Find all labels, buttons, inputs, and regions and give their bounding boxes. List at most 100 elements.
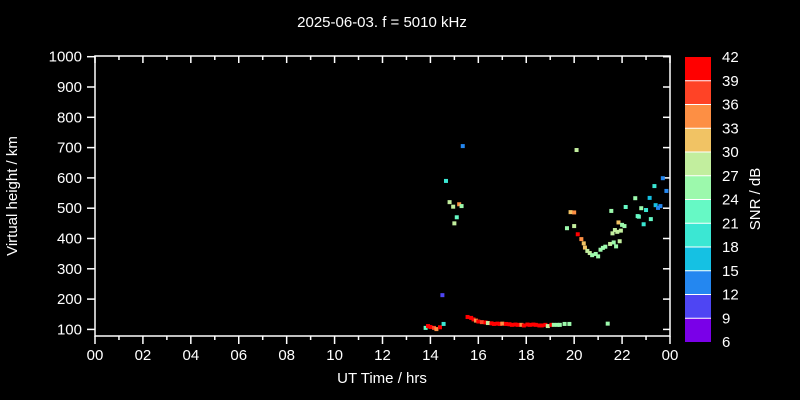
y-tick-label: 600 [57, 170, 82, 187]
data-point [574, 148, 579, 153]
colorbar-segment [685, 270, 711, 295]
data-point [545, 324, 550, 329]
data-point [596, 254, 601, 259]
data-point [440, 293, 445, 298]
data-point [648, 217, 653, 222]
x-tick-label: 08 [278, 347, 295, 364]
data-point [543, 322, 548, 327]
data-point [557, 322, 562, 327]
colorbar-segment [685, 199, 711, 224]
colorbar-segment [685, 152, 711, 176]
x-tick-label: 02 [135, 347, 152, 364]
chart-title: 2025-06-03. f = 5010 kHz [297, 14, 467, 31]
colorbar-tick-label: 33 [722, 120, 739, 137]
data-point [633, 196, 638, 201]
colorbar [685, 57, 711, 342]
data-point [572, 210, 577, 215]
data-point [447, 200, 452, 205]
data-point [443, 178, 448, 183]
data-point [469, 315, 474, 320]
data-point [608, 241, 613, 246]
data-point [581, 241, 586, 246]
data-point [491, 321, 496, 326]
colorbar-segment [685, 128, 711, 152]
data-point [620, 222, 625, 227]
colorbar-tick-label: 24 [722, 192, 739, 209]
data-point [615, 229, 620, 234]
data-point [660, 176, 665, 181]
data-point [460, 144, 465, 149]
colorbar-tick-label: 39 [722, 73, 739, 90]
data-point [603, 244, 608, 249]
data-point [459, 204, 464, 209]
x-tick-label: 06 [230, 347, 247, 364]
y-tick-label: 700 [57, 140, 82, 157]
y-tick-labels: 100 200 300 400 500 600 700 800 900 1000 [49, 49, 82, 339]
data-point [618, 228, 623, 233]
data-point [617, 239, 622, 244]
data-point [426, 324, 431, 329]
colorbar-axis-label: SNR / dB [747, 168, 764, 231]
colorbar-tick-label: 30 [722, 144, 739, 161]
data-point [531, 322, 536, 327]
data-point [533, 322, 538, 327]
colorbar-tick-label: 36 [722, 97, 739, 114]
data-point [614, 244, 619, 249]
data-point [549, 322, 554, 327]
data-point [585, 248, 590, 253]
data-point [664, 188, 669, 193]
data-point [483, 320, 488, 325]
colorbar-tick-label: 15 [722, 263, 739, 280]
data-point [612, 228, 617, 233]
data-point [434, 327, 439, 332]
colorbar-segment [685, 175, 711, 200]
data-point [641, 222, 646, 227]
colorbar-tick-label: 12 [722, 287, 739, 304]
data-point [582, 245, 587, 250]
x-tick-labels: 00 02 04 06 08 10 12 14 16 18 20 22 00 [87, 347, 679, 364]
data-point [575, 232, 580, 237]
data-point [658, 204, 663, 209]
colorbar-segment [685, 57, 711, 81]
data-point [489, 321, 494, 326]
data-point [465, 314, 470, 319]
data-point [656, 205, 661, 210]
y-tick-label: 1000 [49, 49, 82, 66]
colorbar-tick-label: 18 [722, 239, 739, 256]
y-tick-label: 900 [57, 79, 82, 96]
data-point [611, 240, 616, 245]
data-point [600, 245, 605, 250]
x-tick-label: 12 [374, 347, 391, 364]
data-point [521, 323, 526, 328]
data-point [579, 237, 584, 242]
y-tick-label: 300 [57, 261, 82, 278]
data-point [644, 208, 649, 213]
plot-area-border [94, 55, 671, 337]
colorbar-segment [685, 318, 711, 342]
data-point [636, 214, 641, 219]
data-point [639, 206, 644, 211]
data-point [647, 195, 652, 200]
data-point [428, 324, 433, 329]
data-point [423, 325, 428, 330]
x-axis-label: UT Time / hrs [337, 370, 427, 387]
data-point [432, 325, 437, 330]
x-tick-label: 00 [662, 347, 679, 364]
data-point [551, 322, 556, 327]
y-tick-label: 400 [57, 231, 82, 248]
data-point [509, 322, 514, 327]
data-point [605, 321, 610, 326]
data-point [590, 253, 595, 258]
data-point [438, 325, 442, 330]
colorbar-segment [685, 247, 711, 271]
x-tick-label: 20 [566, 347, 583, 364]
colorbar-segment [685, 80, 711, 105]
data-point [454, 215, 459, 220]
data-point [568, 210, 573, 215]
data-point [500, 321, 505, 326]
colorbar-tick-label: 21 [722, 215, 739, 232]
data-point [452, 221, 457, 226]
data-point [555, 322, 560, 327]
